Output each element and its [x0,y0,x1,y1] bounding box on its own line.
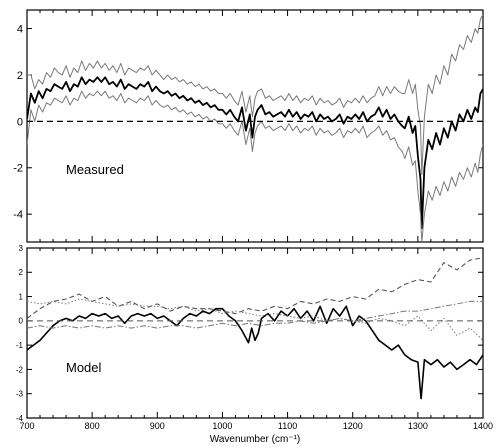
model-y-tick-label: -1 [16,341,24,350]
model-panel: -4 -3 -2 -1 0 1 2 3 700 800 900 1000 1100 1200 1300 140… [16,244,493,431]
measured-series-line-upper-bound [27,14,483,176]
measured-y-tick-label: 0 [17,116,23,128]
x-tick-label: 1400 [473,421,493,431]
model-y-tick-label: -2 [16,365,24,374]
model-y-tick-label: 2 [19,268,24,277]
x-tick-label: 1200 [343,421,363,431]
measured-series-line-mean [27,76,483,229]
measured-series-line-lower-bound [27,90,483,242]
model-series-line-dotted [27,298,483,341]
measured-annotation: Measured [66,162,124,177]
model-series-line-dash-dot [27,300,483,329]
model-plot-frame [26,247,484,419]
model-tick-group: -4 -3 -2 -1 0 1 2 3 700 800 900 1000 1100 1200 1300 140… [16,244,493,431]
x-tick-label: 1000 [212,421,232,431]
model-y-tick-label: 1 [19,292,24,301]
model-y-tick-label: -3 [16,390,24,399]
model-y-tick-label: 0 [19,317,24,326]
measured-y-tick-label: -2 [13,163,23,175]
measured-y-tick-label: -4 [13,209,23,221]
measured-series-group [27,14,483,242]
x-axis-label: Wavenumber (cm⁻¹) [210,434,300,445]
x-tick-label: 700 [19,421,34,431]
measured-plot-frame [26,9,484,243]
model-series-group [27,257,483,400]
measured-y-tick-label: 2 [17,70,23,82]
model-y-tick-label: 3 [19,244,24,253]
model-y-tick-label: -4 [16,414,24,423]
model-series-line-solid [27,305,483,400]
measured-y-tick-label: 4 [17,24,23,36]
model-annotation: Model [66,360,102,375]
model-series-line-dashed [27,257,483,319]
x-tick-label: 800 [85,421,100,431]
measured-panel: -4 -2 0 2 4 Measured [13,9,484,243]
x-tick-label: 1300 [408,421,428,431]
x-tick-label: 900 [150,421,165,431]
x-tick-label: 1100 [278,421,297,431]
measured-tick-group: -4 -2 0 2 4 [13,10,484,242]
